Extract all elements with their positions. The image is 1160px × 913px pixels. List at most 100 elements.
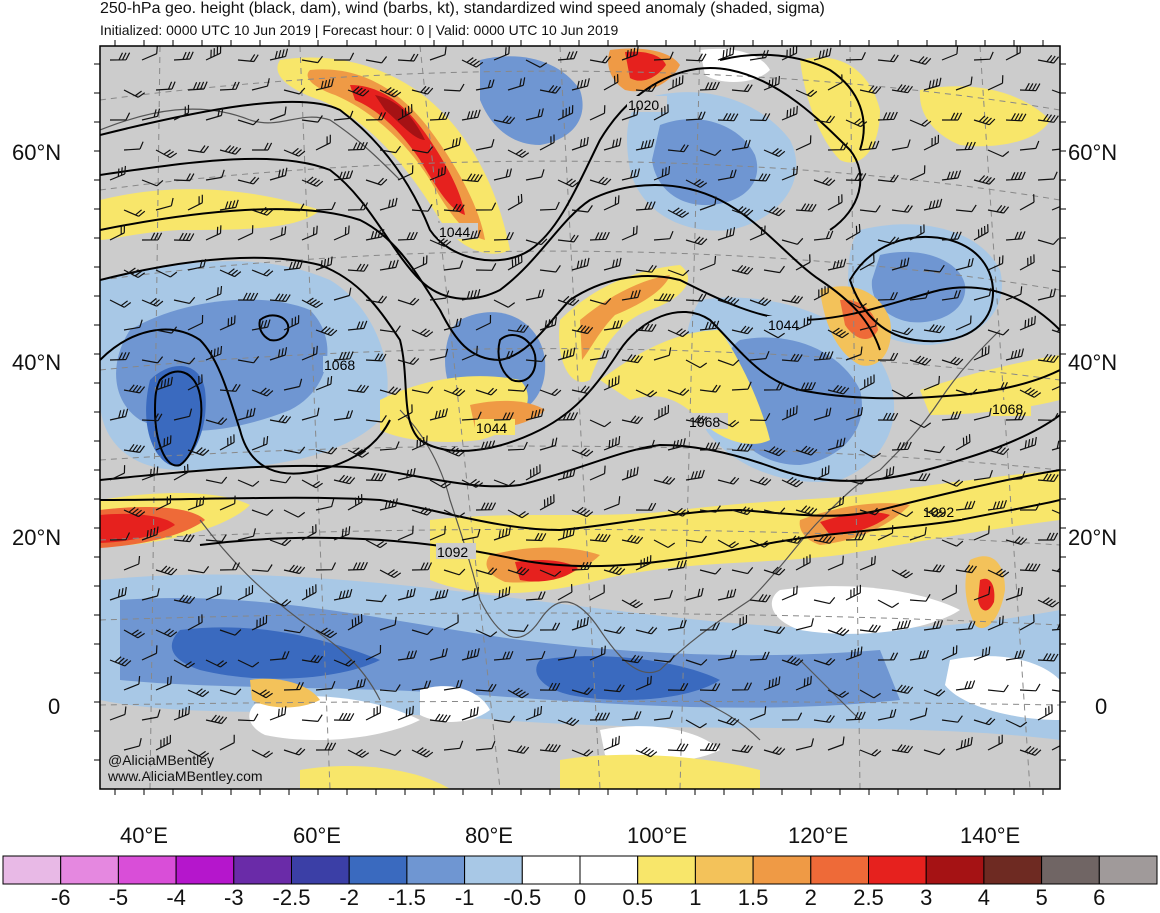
- wind-barb: [845, 299, 867, 309]
- wind-barb: [205, 534, 227, 543]
- wind-barb: [603, 735, 620, 751]
- wind-barb: [155, 376, 173, 391]
- contour-label: 1044: [476, 420, 507, 436]
- wind-barb: [781, 476, 804, 488]
- wind-barb: [749, 49, 769, 61]
- wind-barb: [653, 165, 671, 181]
- wind-barbs: [109, 46, 1060, 759]
- wind-barb: [379, 325, 401, 333]
- wind-barb: [845, 52, 866, 61]
- wind-barb: [347, 613, 363, 631]
- wind-barb: [653, 51, 674, 61]
- wind-barb: [173, 705, 190, 721]
- wind-barb: [877, 525, 894, 541]
- wind-barb: [877, 174, 899, 183]
- wind-barb: [283, 315, 300, 331]
- wind-barb: [443, 568, 466, 576]
- wind-barb: [763, 626, 786, 635]
- wind-barb: [717, 169, 737, 181]
- wind-barb: [973, 115, 996, 126]
- wind-barb: [973, 51, 994, 61]
- wind-barb: [1037, 704, 1053, 721]
- wind-barb: [155, 734, 171, 751]
- wind-barb: [731, 206, 754, 217]
- wind-barb: [347, 141, 368, 151]
- wind-barb: [1005, 348, 1024, 361]
- wind-barb: [813, 177, 836, 186]
- wind-barb: [749, 593, 771, 603]
- wind-barb: [219, 81, 240, 91]
- wind-barb: [1019, 745, 1042, 756]
- wind-barb: [731, 567, 754, 575]
- wind-barb: [109, 112, 131, 121]
- colorbar-swatch: [464, 855, 523, 885]
- lat-label-right: 40°N: [1068, 350, 1118, 375]
- wind-barb: [429, 290, 450, 301]
- wind-barb: [365, 539, 388, 549]
- wind-barb: [667, 619, 687, 631]
- wind-barb: [763, 566, 786, 576]
- wind-barb: [525, 408, 544, 421]
- wind-barb: [461, 345, 478, 361]
- colorbar-swatch: [60, 855, 119, 885]
- wind-barb: [493, 115, 516, 125]
- wind-barb: [475, 629, 498, 638]
- wind-barb: [763, 75, 780, 91]
- wind-barb: [109, 532, 131, 541]
- wind-barb: [891, 619, 911, 631]
- wind-barb: [717, 295, 740, 306]
- wind-barb: [635, 626, 658, 635]
- wind-barb: [461, 529, 481, 541]
- colorbar-label: 3: [920, 885, 933, 910]
- wind-barb: [269, 167, 288, 181]
- wind-barb: [987, 684, 1009, 693]
- wind-barb: [845, 711, 866, 721]
- colorbar-swatch: [983, 855, 1043, 885]
- wind-barb: [315, 78, 334, 91]
- wind-barb: [315, 446, 338, 455]
- lat-label-right: 0: [1095, 694, 1108, 719]
- wind-barb: [699, 149, 722, 156]
- wind-barb: [781, 353, 803, 362]
- wind-barb: [429, 525, 446, 541]
- colorbar-label: 1.5: [737, 885, 769, 910]
- wind-barb: [429, 165, 447, 181]
- wind-barb: [283, 446, 306, 454]
- colorbar-swatch: [348, 855, 408, 885]
- wind-barb: [461, 586, 479, 601]
- wind-barb: [365, 472, 387, 482]
- wind-barb: [667, 682, 689, 691]
- wind-barb: [717, 539, 739, 549]
- map-title: 250-hPa geo. height (black, dam), wind (…: [100, 0, 825, 17]
- wind-barb: [635, 389, 658, 398]
- colorbar-label: -0.5: [503, 885, 542, 910]
- wind-barb: [699, 742, 721, 752]
- wind-barb: [347, 384, 369, 393]
- wind-barb: [955, 621, 976, 631]
- wind-barb: [493, 715, 515, 723]
- wind-barb: [301, 714, 323, 722]
- wind-barb: [813, 657, 836, 666]
- wind-barb: [187, 81, 208, 91]
- wind-barb: [859, 204, 881, 213]
- contour-label: 1092: [923, 504, 954, 520]
- wind-barb: [365, 594, 387, 603]
- wind-barb: [1019, 140, 1040, 151]
- wind-barb: [461, 173, 483, 183]
- wind-barb: [845, 646, 863, 661]
- wind-barb: [109, 52, 131, 61]
- wind-barb: [397, 104, 413, 121]
- wind-barb: [941, 356, 964, 366]
- wind-barb: [141, 356, 164, 364]
- wind-barb: [109, 706, 127, 721]
- wind-barb: [685, 719, 707, 729]
- wind-barb: [781, 405, 798, 421]
- wind-barb: [333, 712, 355, 721]
- wind-barb: [717, 359, 740, 366]
- wind-barb: [667, 559, 687, 571]
- wind-barb: [109, 465, 126, 481]
- wind-barb: [603, 684, 625, 693]
- wind-barb: [699, 384, 721, 393]
- wind-barb: [909, 224, 925, 241]
- wind-barb: [941, 715, 963, 723]
